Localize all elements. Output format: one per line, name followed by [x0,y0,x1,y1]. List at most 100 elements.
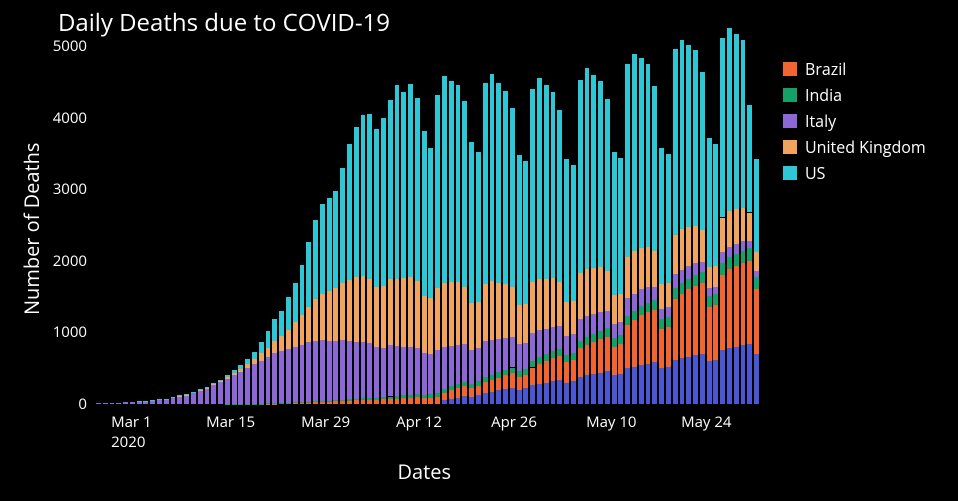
bar-segment[interactable] [408,395,413,398]
bar-segment[interactable] [347,399,352,400]
legend-item[interactable]: US [783,162,926,184]
bar-segment[interactable] [747,261,752,344]
bar-segment[interactable] [741,40,746,208]
bar-segment[interactable] [720,252,725,263]
bar-segment[interactable] [673,49,678,235]
bar-segment[interactable] [293,322,298,346]
bar-segment[interactable] [401,395,406,398]
bar-segment[interactable] [686,227,691,266]
bar-segment[interactable] [517,371,522,377]
bar-segment[interactable] [476,386,481,395]
bar-segment[interactable] [333,191,338,288]
bar-segment[interactable] [449,386,454,390]
bar-segment[interactable] [680,270,685,284]
bar-segment[interactable] [347,341,352,400]
bar-segment[interactable] [571,353,576,360]
bar-segment[interactable] [707,288,712,296]
bar-segment[interactable] [564,159,569,302]
bar-segment[interactable] [293,403,298,404]
bar-segment[interactable] [218,380,223,382]
bar-segment[interactable] [225,375,230,377]
bar-segment[interactable] [381,286,386,348]
bar-segment[interactable] [700,230,705,262]
bar-segment[interactable] [110,403,115,404]
bar-segment[interactable] [754,289,759,353]
bar-segment[interactable] [279,311,284,337]
bar-segment[interactable] [544,361,549,382]
bar-segment[interactable] [571,360,576,381]
bar-segment[interactable] [747,344,752,404]
bar-segment[interactable] [598,339,603,373]
bar-segment[interactable] [530,282,535,332]
bar-segment[interactable] [727,348,732,404]
bar-segment[interactable] [259,361,264,404]
bar-segment[interactable] [191,393,196,404]
bar-segment[interactable] [551,381,556,404]
bar-segment[interactable] [544,279,549,329]
bar-segment[interactable] [618,322,623,336]
bar-segment[interactable] [327,198,332,291]
bar-segment[interactable] [598,267,603,311]
bar-segment[interactable] [720,218,725,252]
bar-segment[interactable] [680,229,685,269]
bar-segment[interactable] [754,159,759,252]
bar-segment[interactable] [625,316,630,325]
bar-segment[interactable] [327,401,332,402]
bar-segment[interactable] [646,64,651,247]
legend-item[interactable]: Brazil [783,58,926,80]
bar-segment[interactable] [130,402,135,404]
bar-segment[interactable] [469,397,474,404]
bar-segment[interactable] [496,83,501,283]
bar-segment[interactable] [469,303,474,350]
bar-segment[interactable] [578,341,583,349]
bar-segment[interactable] [422,353,427,395]
bar-segment[interactable] [557,356,562,380]
bar-segment[interactable] [333,341,338,400]
bar-segment[interactable] [673,274,678,288]
bar-segment[interactable] [300,345,305,402]
bar-segment[interactable] [476,302,481,348]
bar-segment[interactable] [585,375,590,404]
legend-item[interactable]: United Kingdom [783,136,926,158]
bar-segment[interactable] [490,380,495,392]
bar-segment[interactable] [232,375,237,404]
bar-segment[interactable] [483,83,488,283]
bar-segment[interactable] [428,148,433,298]
bar-segment[interactable] [652,86,657,251]
bar-segment[interactable] [578,377,583,404]
bar-segment[interactable] [591,334,596,342]
bar-segment[interactable] [523,304,528,343]
bar-segment[interactable] [388,345,393,397]
bar-segment[interactable] [693,226,698,263]
bar-segment[interactable] [354,127,359,277]
bar-segment[interactable] [503,370,508,376]
bar-segment[interactable] [700,283,705,354]
bar-segment[interactable] [456,345,461,384]
bar-segment[interactable] [605,99,610,271]
bar-segment[interactable] [544,85,549,278]
bar-segment[interactable] [449,399,454,404]
bar-segment[interactable] [639,306,644,315]
bar-segment[interactable] [245,368,250,404]
bar-segment[interactable] [367,398,372,400]
bar-segment[interactable] [205,387,210,388]
bar-segment[interactable] [96,403,101,404]
bar-segment[interactable] [456,388,461,397]
bar-segment[interactable] [713,305,718,359]
bar-segment[interactable] [320,294,325,341]
bar-segment[interactable] [686,266,691,279]
bar-segment[interactable] [422,296,427,353]
bar-segment[interactable] [496,372,501,377]
bar-segment[interactable] [585,269,590,316]
bar-segment[interactable] [713,266,718,287]
bar-segment[interactable] [462,101,467,287]
bar-segment[interactable] [469,384,474,389]
bar-segment[interactable] [605,337,610,371]
bar-segment[interactable] [625,325,630,368]
bar-segment[interactable] [686,279,691,290]
bar-segment[interactable] [612,152,617,295]
bar-segment[interactable] [585,337,590,345]
bar-segment[interactable] [490,375,495,380]
bar-segment[interactable] [632,367,637,404]
bar-segment[interactable] [578,348,583,377]
